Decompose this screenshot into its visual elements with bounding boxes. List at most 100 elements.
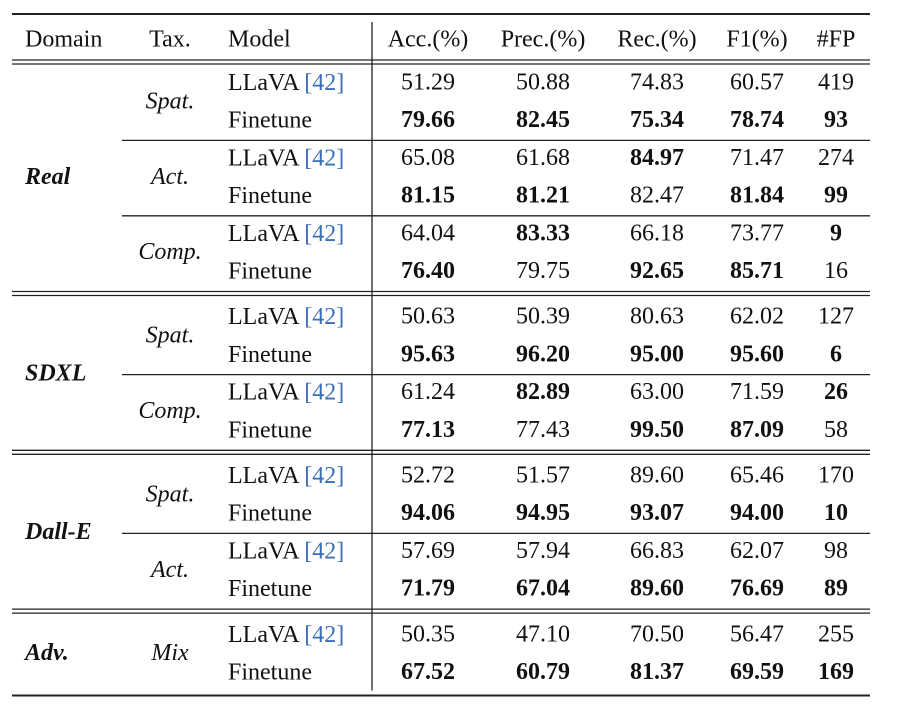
model-name: LLaVA: [228, 304, 300, 330]
value-cell: 81.84: [730, 183, 784, 209]
value-cell: 127: [818, 304, 854, 330]
model-cell: LLaVA [42]: [228, 220, 344, 246]
value-cell: 50.63: [401, 304, 455, 330]
value-cell: 67.04: [516, 576, 570, 602]
model-name: Finetune: [228, 183, 312, 209]
citation[interactable]: [42]: [304, 538, 344, 564]
value-cell: 57.69: [401, 538, 455, 564]
model-cell: LLaVA [42]: [228, 70, 344, 96]
model-name: Finetune: [228, 258, 312, 284]
taxonomy-cell: Mix: [150, 640, 189, 666]
value-cell: 99: [824, 183, 848, 209]
value-cell: 75.34: [630, 107, 684, 133]
value-cell: 61.24: [401, 379, 455, 405]
value-cell: 83.33: [516, 220, 570, 246]
header-cell: Acc.(%): [388, 27, 469, 53]
value-cell: 93.07: [630, 500, 684, 526]
citation[interactable]: [42]: [304, 145, 344, 171]
value-cell: 82.45: [516, 107, 570, 133]
value-cell: 94.00: [730, 500, 784, 526]
value-cell: 79.75: [516, 258, 570, 284]
value-cell: 92.65: [630, 258, 684, 284]
citation[interactable]: [42]: [304, 463, 344, 489]
value-cell: 89.60: [630, 576, 684, 602]
value-cell: 76.40: [401, 258, 455, 284]
model-cell: Finetune: [228, 341, 312, 367]
header-cell: Tax.: [149, 27, 191, 53]
value-cell: 80.63: [630, 304, 684, 330]
value-cell: 71.47: [730, 145, 784, 171]
value-cell: 82.89: [516, 379, 570, 405]
model-cell: LLaVA [42]: [228, 538, 344, 564]
model-cell: Finetune: [228, 107, 312, 133]
value-cell: 26: [824, 379, 848, 405]
value-cell: 94.06: [401, 500, 455, 526]
value-cell: 169: [818, 659, 854, 685]
value-cell: 67.52: [401, 659, 455, 685]
model-name: Finetune: [228, 500, 312, 526]
value-cell: 99.50: [630, 417, 684, 443]
value-cell: 93: [824, 107, 848, 133]
citation[interactable]: [42]: [304, 621, 344, 647]
value-cell: 66.18: [630, 220, 684, 246]
value-cell: 85.71: [730, 258, 784, 284]
value-cell: 71.59: [730, 379, 784, 405]
citation[interactable]: [42]: [304, 70, 344, 96]
value-cell: 62.02: [730, 304, 784, 330]
model-name: LLaVA: [228, 538, 300, 564]
citation[interactable]: [42]: [304, 220, 344, 246]
value-cell: 255: [818, 621, 854, 647]
value-cell: 66.83: [630, 538, 684, 564]
header-cell: Prec.(%): [501, 27, 586, 53]
taxonomy-cell: Spat.: [146, 481, 195, 507]
value-cell: 81.21: [516, 183, 570, 209]
value-cell: 73.77: [730, 220, 784, 246]
model-cell: Finetune: [228, 417, 312, 443]
value-cell: 71.79: [401, 576, 455, 602]
citation[interactable]: [42]: [304, 379, 344, 405]
value-cell: 50.88: [516, 70, 570, 96]
value-cell: 89: [824, 576, 848, 602]
value-cell: 95.60: [730, 341, 784, 367]
model-name: LLaVA: [228, 220, 300, 246]
value-cell: 419: [818, 70, 854, 96]
citation[interactable]: [42]: [304, 304, 344, 330]
taxonomy-cell: Comp.: [138, 239, 201, 265]
model-name: LLaVA: [228, 621, 300, 647]
value-cell: 64.04: [401, 220, 455, 246]
value-cell: 274: [818, 145, 854, 171]
value-cell: 65.08: [401, 145, 455, 171]
model-cell: LLaVA [42]: [228, 145, 344, 171]
value-cell: 9: [830, 220, 842, 246]
model-cell: LLaVA [42]: [228, 379, 344, 405]
value-cell: 47.10: [516, 621, 570, 647]
value-cell: 52.72: [401, 463, 455, 489]
taxonomy-cell: Act.: [149, 164, 189, 190]
model-cell: LLaVA [42]: [228, 304, 344, 330]
value-cell: 16: [824, 258, 848, 284]
model-cell: Finetune: [228, 500, 312, 526]
value-cell: 50.35: [401, 621, 455, 647]
header-cell: F1(%): [726, 27, 787, 53]
model-name: Finetune: [228, 576, 312, 602]
value-cell: 76.69: [730, 576, 784, 602]
value-cell: 50.39: [516, 304, 570, 330]
header-cell: #FP: [817, 27, 856, 53]
model-name: Finetune: [228, 107, 312, 133]
model-name: Finetune: [228, 659, 312, 685]
model-name: LLaVA: [228, 70, 300, 96]
value-cell: 87.09: [730, 417, 784, 443]
model-name: LLaVA: [228, 463, 300, 489]
model-name: LLaVA: [228, 145, 300, 171]
value-cell: 95.63: [401, 341, 455, 367]
value-cell: 81.37: [630, 659, 684, 685]
value-cell: 56.47: [730, 621, 784, 647]
domain-cell: Dall-E: [24, 519, 92, 545]
value-cell: 63.00: [630, 379, 684, 405]
value-cell: 94.95: [516, 500, 570, 526]
value-cell: 74.83: [630, 70, 684, 96]
domain-cell: SDXL: [25, 360, 86, 386]
model-name: Finetune: [228, 417, 312, 443]
model-cell: LLaVA [42]: [228, 463, 344, 489]
